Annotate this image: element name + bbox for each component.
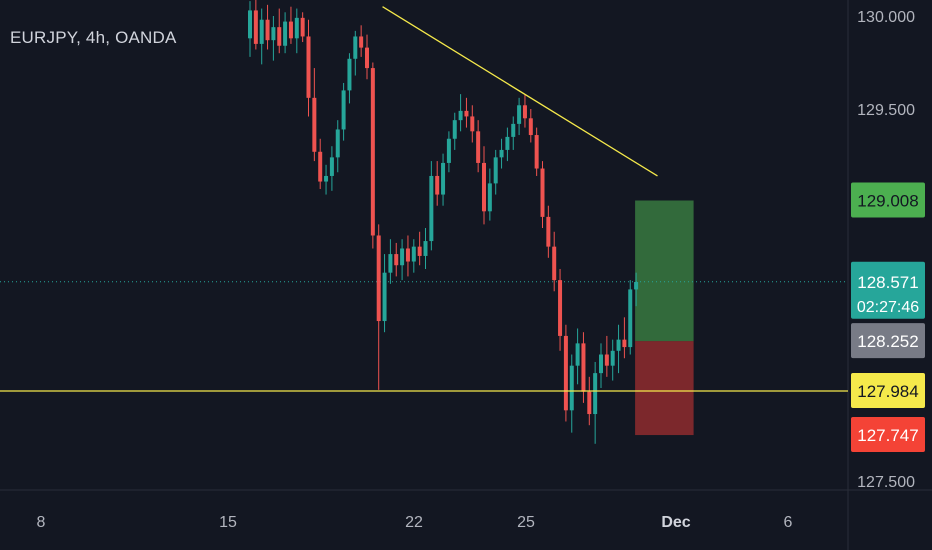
- candle[interactable]: [476, 131, 481, 163]
- candle[interactable]: [370, 68, 375, 236]
- time-tick-label: 15: [219, 514, 237, 531]
- candle[interactable]: [283, 21, 288, 46]
- candle[interactable]: [347, 58, 352, 91]
- candle[interactable]: [405, 248, 410, 262]
- candle[interactable]: [265, 19, 270, 41]
- candle[interactable]: [517, 105, 522, 124]
- time-tick-label: 25: [517, 514, 535, 531]
- support-price-badge: [851, 372, 925, 408]
- candle[interactable]: [271, 27, 276, 41]
- candle[interactable]: [458, 110, 463, 121]
- candle[interactable]: [464, 110, 469, 117]
- candle[interactable]: [587, 391, 592, 415]
- candle[interactable]: [394, 254, 399, 266]
- candle[interactable]: [499, 149, 504, 158]
- loss-zone[interactable]: [635, 341, 694, 436]
- candle[interactable]: [318, 151, 323, 182]
- candle[interactable]: [546, 216, 551, 247]
- bar-countdown-label: 02:27:46: [857, 299, 919, 316]
- candle[interactable]: [300, 17, 305, 37]
- candle[interactable]: [435, 175, 440, 195]
- candle[interactable]: [253, 10, 258, 44]
- candle[interactable]: [429, 175, 434, 242]
- target-price-label: 129.008: [857, 192, 918, 211]
- candle[interactable]: [324, 175, 329, 182]
- stop-price-label: 127.747: [857, 426, 918, 445]
- candle[interactable]: [306, 36, 311, 98]
- candle[interactable]: [599, 354, 603, 374]
- candle[interactable]: [604, 354, 609, 366]
- price-tick-label: 127.500: [857, 474, 915, 491]
- candle[interactable]: [610, 350, 615, 366]
- candle[interactable]: [482, 162, 486, 212]
- candle[interactable]: [493, 157, 498, 184]
- candle[interactable]: [569, 365, 574, 411]
- time-tick-label: 22: [405, 514, 423, 531]
- candle[interactable]: [365, 47, 369, 69]
- candle[interactable]: [423, 241, 428, 256]
- candle[interactable]: [575, 343, 580, 366]
- candle[interactable]: [634, 281, 639, 290]
- candle[interactable]: [382, 272, 387, 322]
- symbol-title: EURJPY, 4h, OANDA: [10, 28, 177, 47]
- candle[interactable]: [470, 116, 475, 132]
- entry-price-badge: [851, 323, 925, 359]
- candle[interactable]: [622, 339, 627, 348]
- candle[interactable]: [446, 138, 451, 163]
- target-price-badge: [851, 182, 925, 218]
- price-tick-label: 129.500: [857, 102, 915, 119]
- candle[interactable]: [353, 36, 358, 59]
- candle[interactable]: [359, 36, 364, 48]
- candle[interactable]: [417, 246, 422, 256]
- price-tick-label: 130.000: [857, 9, 915, 26]
- time-tick-label: 6: [784, 514, 793, 531]
- last-price-label: 128.571: [857, 273, 918, 292]
- candle[interactable]: [540, 168, 545, 217]
- candle[interactable]: [511, 123, 516, 137]
- candle[interactable]: [452, 120, 457, 139]
- candle[interactable]: [628, 289, 633, 348]
- candle[interactable]: [312, 97, 317, 152]
- candle[interactable]: [487, 183, 492, 212]
- candle[interactable]: [558, 280, 563, 336]
- candle[interactable]: [259, 19, 264, 44]
- candle[interactable]: [581, 343, 586, 392]
- candle[interactable]: [563, 335, 568, 411]
- candle[interactable]: [441, 162, 446, 195]
- candle[interactable]: [335, 129, 340, 158]
- trendline[interactable]: [382, 6, 658, 177]
- last-price-badge: [851, 261, 925, 319]
- candle[interactable]: [400, 248, 405, 266]
- candle[interactable]: [277, 27, 282, 46]
- candle[interactable]: [388, 254, 393, 273]
- time-tick-label: 8: [37, 514, 46, 531]
- profit-zone[interactable]: [635, 200, 694, 342]
- candle[interactable]: [294, 17, 299, 39]
- candle[interactable]: [329, 157, 334, 176]
- candle[interactable]: [552, 246, 557, 281]
- candle[interactable]: [341, 90, 346, 130]
- candle[interactable]: [376, 235, 381, 322]
- candle[interactable]: [528, 118, 533, 136]
- candle[interactable]: [534, 135, 539, 169]
- candle[interactable]: [505, 136, 510, 150]
- stop-price-badge: [851, 417, 925, 453]
- candle[interactable]: [288, 21, 293, 39]
- support-price-label: 127.984: [857, 382, 918, 401]
- candle[interactable]: [248, 10, 252, 39]
- candle[interactable]: [522, 105, 527, 119]
- time-tick-label: Dec: [661, 514, 690, 531]
- candle[interactable]: [616, 339, 621, 351]
- entry-price-label: 128.252: [857, 332, 918, 351]
- candle[interactable]: [593, 373, 598, 415]
- candle[interactable]: [411, 246, 416, 262]
